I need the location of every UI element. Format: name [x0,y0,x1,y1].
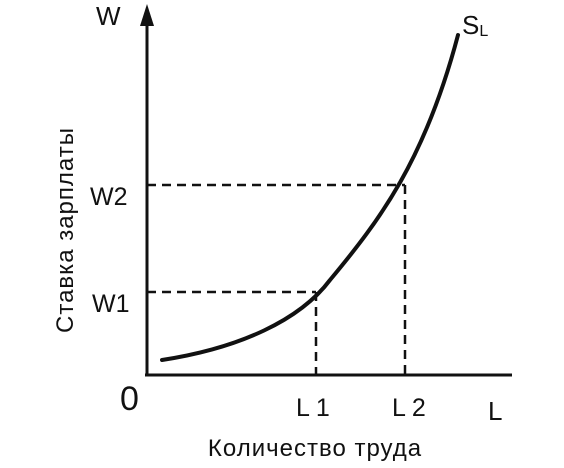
supply-curve-sl [160,33,460,362]
l1-tick-label: L 1 [296,394,330,422]
origin-label: 0 [120,380,139,418]
w2-tick-label: W2 [90,183,128,211]
y-axis-arrowhead [140,4,154,26]
x-axis-title: Количество труда [208,435,422,462]
l2-tick-label: L 2 [392,394,426,422]
curve-label-subscript: L [479,23,488,40]
curve-label-main: S [462,10,479,40]
y-axis-letter: W [96,1,121,31]
w1-tick-label: W1 [92,290,130,318]
curve-label: SL [462,10,488,40]
x-axis-letter: L [488,396,502,426]
y-axis-title: Ставка зарплаты [52,127,79,333]
